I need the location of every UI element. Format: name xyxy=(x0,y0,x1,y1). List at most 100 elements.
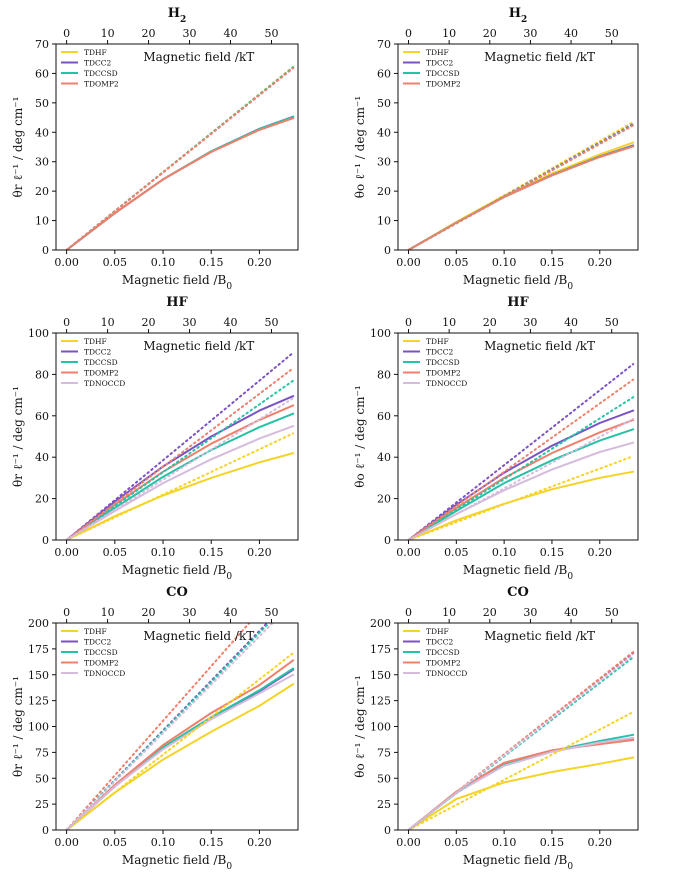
x-tick-label: 0.05 xyxy=(444,836,469,849)
y-tick-label: 150 xyxy=(28,669,49,682)
y-tick-label: 30 xyxy=(35,156,49,169)
y-tick-label: 0 xyxy=(384,244,391,257)
top-tick-label: 30 xyxy=(523,27,537,40)
top-tick-label: 20 xyxy=(483,606,497,619)
y-tick-label: 50 xyxy=(35,772,49,785)
x-tick-label: 0.00 xyxy=(54,256,79,269)
chart-title: CO xyxy=(166,585,188,600)
y-axis-label: θr ℓ⁻¹ / deg cm⁻¹ xyxy=(11,676,25,777)
top-tick-label: 10 xyxy=(442,27,456,40)
x-tick-label: 0.15 xyxy=(540,546,565,559)
legend-label-tdhf: TDHF xyxy=(426,337,449,346)
x-tick-label: 0.15 xyxy=(540,836,565,849)
series-tdccsd-solid xyxy=(407,428,635,540)
legend-label-tdnoccd: TDNOCCD xyxy=(84,379,125,388)
y-tick-label: 70 xyxy=(35,38,49,51)
legend-label-tdccsd: TDCCSD xyxy=(84,69,118,78)
top-tick-label: 20 xyxy=(142,606,156,619)
series-tdomp2-dotted xyxy=(65,367,295,540)
top-tick-label: 10 xyxy=(101,606,115,619)
x-tick-label: 0.00 xyxy=(396,546,421,559)
x-tick-label: 0.05 xyxy=(103,546,128,559)
legend-label-tdcc2: TDCC2 xyxy=(84,348,111,357)
top-tick-label: 0 xyxy=(63,606,70,619)
y-tick-label: 40 xyxy=(35,451,49,464)
top-tick-label: 0 xyxy=(405,606,412,619)
x-tick-label: 0.10 xyxy=(492,836,517,849)
top-tick-label: 40 xyxy=(564,606,578,619)
top-axis-label: Magnetic field /kT xyxy=(143,50,254,64)
top-tick-label: 50 xyxy=(264,27,278,40)
y-tick-label: 20 xyxy=(377,185,391,198)
axes-frame xyxy=(55,332,299,541)
y-axis-label: θr ℓ⁻¹ / deg cm⁻¹ xyxy=(11,97,25,198)
chart-title: CO xyxy=(507,585,529,600)
series-tdhf-solid xyxy=(407,141,635,250)
chart-title: HF xyxy=(507,295,529,310)
legend-label-tdhf: TDHF xyxy=(426,627,449,636)
chart-panel-4: 0.00 0.05 0.10 0.15 0.20 0 10 20 30 40 50 0 20 40 60 80… xyxy=(353,295,639,582)
x-tick-label: 0.10 xyxy=(151,836,176,849)
y-tick-label: 0 xyxy=(384,824,391,837)
series-tdccsd-solid xyxy=(65,116,295,250)
series-tdhf-solid xyxy=(407,756,635,830)
y-tick-label: 20 xyxy=(35,185,49,198)
legend-label-tdcc2: TDCC2 xyxy=(84,638,111,647)
axes-frame xyxy=(397,43,639,251)
top-tick-label: 20 xyxy=(142,27,156,40)
x-tick-label: 0.20 xyxy=(247,836,272,849)
legend-label-tdhf: TDHF xyxy=(426,48,449,57)
x-tick-label: 0.00 xyxy=(54,546,79,559)
legend-label-tdcc2: TDCC2 xyxy=(84,59,111,68)
x-axis-label: Magnetic field /B0 xyxy=(463,563,573,582)
legend-label-tdomp2: TDOMP2 xyxy=(426,80,461,89)
y-axis-label: θr ℓ⁻¹ / deg cm⁻¹ xyxy=(11,386,25,487)
y-tick-label: 0 xyxy=(42,534,49,547)
y-tick-label: 50 xyxy=(377,772,391,785)
y-tick-label: 60 xyxy=(377,410,391,423)
series-tdnoccd-dotted xyxy=(65,397,295,540)
series-tdccsd-solid xyxy=(65,412,295,540)
top-tick-label: 30 xyxy=(523,606,537,619)
y-tick-label: 30 xyxy=(377,156,391,169)
x-tick-label: 0.10 xyxy=(151,256,176,269)
legend-label-tdcc2: TDCC2 xyxy=(426,348,453,357)
y-tick-label: 40 xyxy=(377,126,391,139)
chart-panel-6: 0.00 0.05 0.10 0.15 0.20 0 10 20 30 40 50 0 25 50 75 10… xyxy=(353,585,639,872)
series-tdhf-solid xyxy=(65,683,295,830)
y-tick-label: 50 xyxy=(35,97,49,110)
series-tdomp2-solid xyxy=(407,739,635,830)
series-tdomp2-solid xyxy=(65,117,295,250)
x-tick-label: 0.15 xyxy=(199,256,224,269)
legend-label-tdomp2: TDOMP2 xyxy=(426,659,461,668)
y-tick-label: 20 xyxy=(35,493,49,506)
top-tick-label: 0 xyxy=(63,27,70,40)
series-tdhf-dotted xyxy=(407,455,635,540)
top-tick-label: 50 xyxy=(605,316,619,329)
series-tdhf-dotted xyxy=(65,652,295,830)
chart-title: H2 xyxy=(168,6,187,25)
y-tick-label: 100 xyxy=(370,327,391,340)
chart-panel-2: 0.00 0.05 0.10 0.15 0.20 0 10 20 30 40 50 0 10 20 30 40… xyxy=(353,6,639,292)
y-tick-label: 200 xyxy=(370,617,391,630)
y-tick-label: 80 xyxy=(35,368,49,381)
series-tdccsd-solid xyxy=(407,145,635,250)
x-tick-label: 0.20 xyxy=(247,546,272,559)
x-tick-label: 0.10 xyxy=(492,546,517,559)
legend-label-tdnoccd: TDNOCCD xyxy=(84,669,125,678)
top-axis-label: Magnetic field /kT xyxy=(143,629,254,643)
x-tick-label: 0.15 xyxy=(199,546,224,559)
y-tick-label: 25 xyxy=(377,798,391,811)
series-tdcc2-dotted xyxy=(65,351,295,540)
series-group xyxy=(65,623,295,830)
top-tick-label: 40 xyxy=(224,316,238,329)
legend-label-tdomp2: TDOMP2 xyxy=(84,369,119,378)
series-tdnoccd-dotted xyxy=(65,623,275,830)
series-tdhf-dotted xyxy=(407,711,635,830)
series-group xyxy=(65,65,295,250)
x-axis-label: Magnetic field /B0 xyxy=(463,273,573,292)
